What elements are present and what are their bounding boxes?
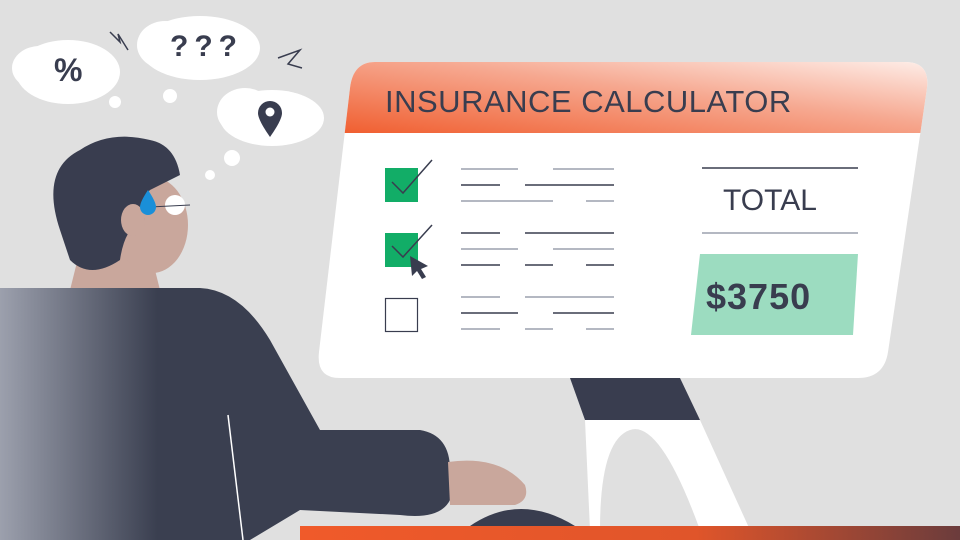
option-text-lines — [461, 168, 614, 330]
person — [0, 136, 527, 540]
spark-icon — [277, 48, 303, 69]
monitor-stand — [585, 420, 750, 530]
spark-icon — [109, 31, 129, 51]
hand — [448, 460, 527, 505]
total-value: $3750 — [706, 276, 812, 317]
torso — [0, 288, 450, 540]
calculator-header — [318, 62, 928, 133]
glasses — [165, 195, 185, 215]
checkmark-icon — [391, 224, 433, 259]
mouse-cursor-icon — [410, 256, 428, 279]
monitor-neck — [570, 378, 700, 420]
mouse — [470, 509, 575, 526]
calculator-title: INSURANCE CALCULATOR — [385, 84, 792, 119]
thought-percent-sign: % — [54, 52, 83, 88]
sweat-drop-icon — [140, 190, 156, 215]
checkbox-option-1[interactable] — [385, 168, 418, 202]
checkbox-option-3[interactable] — [384, 297, 419, 333]
total-highlight — [691, 254, 858, 335]
checkmark-icon — [391, 159, 433, 195]
desk — [300, 526, 960, 540]
hair — [53, 136, 181, 270]
thought-question-marks: ??? — [170, 30, 243, 63]
total-label: TOTAL — [723, 184, 817, 217]
map-pin-icon — [258, 101, 282, 137]
